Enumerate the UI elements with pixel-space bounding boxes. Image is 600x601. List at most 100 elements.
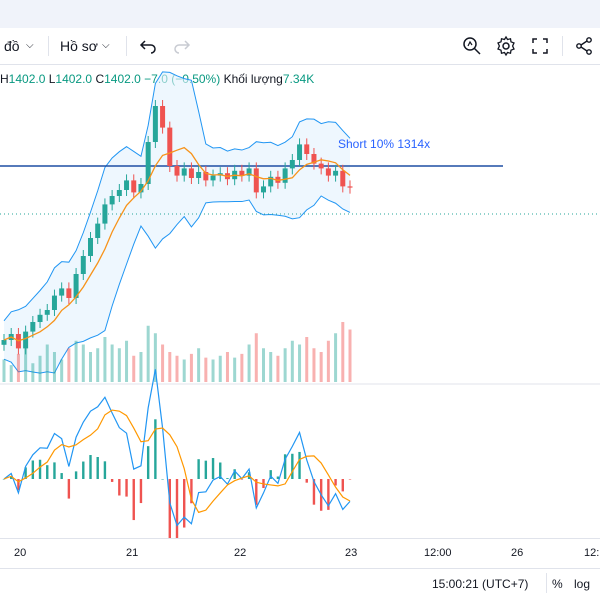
- volume-bar: [233, 357, 237, 382]
- candle-body: [73, 274, 79, 298]
- candle-body: [246, 168, 252, 176]
- candle-body: [102, 204, 108, 224]
- volume-bar: [290, 340, 294, 382]
- time-tick: 26: [511, 547, 524, 559]
- signal-line: [3, 409, 351, 514]
- undo-icon[interactable]: [136, 34, 160, 58]
- redo-icon[interactable]: [170, 34, 194, 58]
- macd-histogram-bar: [204, 460, 208, 479]
- macd-histogram-bar: [291, 453, 294, 479]
- macd-histogram-bar: [10, 476, 13, 479]
- clock-time[interactable]: 15:00:21 (UTC+7): [432, 577, 529, 591]
- bollinger-fill: [4, 71, 350, 374]
- volume-bar: [24, 348, 28, 382]
- percent-toggle[interactable]: %: [552, 577, 563, 591]
- macd-histogram-bar: [38, 459, 42, 479]
- horizontal-line-layer[interactable]: [0, 165, 600, 215]
- templates-menu-label[interactable]: Hồ sơ: [60, 38, 98, 54]
- log-toggle[interactable]: log: [574, 577, 591, 591]
- macd-histogram-bar: [139, 479, 143, 504]
- chevron-down-icon[interactable]: ⌵: [26, 40, 34, 51]
- short-annotation[interactable]: Short 10% 1314x: [338, 137, 430, 151]
- high-label: H: [0, 72, 9, 86]
- macd-histogram-bar: [132, 479, 135, 521]
- volume-bar: [60, 359, 64, 382]
- macd-histogram-bar: [96, 457, 99, 479]
- candle-body: [145, 142, 151, 184]
- volume-bar: [38, 355, 42, 382]
- volume-bar: [348, 329, 352, 382]
- volume-bar: [182, 359, 186, 382]
- bollinger-lower: [3, 195, 351, 374]
- bollinger-upper: [3, 71, 351, 322]
- volume-bar: [319, 352, 323, 382]
- volume-bar: [67, 348, 71, 382]
- macd-histogram-bar: [334, 479, 337, 486]
- macd-histogram-bar: [197, 459, 200, 479]
- chart-toolbar: đồ ⌵ Hồ sơ ⌵: [0, 28, 600, 65]
- macd-histogram-bar: [190, 479, 193, 504]
- macd-histogram-bar: [327, 479, 330, 510]
- candle-body: [23, 331, 29, 349]
- macd-histogram-bar: [146, 446, 150, 479]
- candle-body: [88, 238, 93, 256]
- candle-body: [152, 106, 158, 142]
- macd-histogram-bar: [175, 479, 179, 538]
- candle-body: [181, 168, 187, 176]
- time-tick: 12:: [584, 547, 600, 559]
- time-axis[interactable]: 20 21 22 23 12:00 26 12:: [0, 538, 600, 567]
- candle-body: [167, 127, 173, 166]
- macd-indicator: [2, 369, 352, 538]
- macd-line: [3, 369, 351, 527]
- macd-histogram-bar: [31, 460, 35, 479]
- browser-top-strip: [0, 0, 600, 29]
- candle-body: [311, 154, 317, 164]
- candle-body: [325, 168, 331, 176]
- candle-body: [66, 288, 72, 298]
- fullscreen-icon[interactable]: [528, 34, 552, 58]
- volume-bar: [16, 353, 20, 382]
- candle-body: [261, 186, 266, 193]
- price-chart[interactable]: Short 10% 1314x: [0, 64, 600, 538]
- volume-bar: [298, 344, 302, 382]
- candle-body: [289, 160, 295, 169]
- macd-histogram-bar: [74, 471, 78, 479]
- volume-bars: [2, 322, 352, 382]
- candle-body: [203, 172, 209, 181]
- macd-histogram-bar: [233, 469, 236, 479]
- macd-histogram-bar: [255, 479, 258, 505]
- gear-icon[interactable]: [494, 34, 518, 58]
- candle-body: [95, 223, 101, 238]
- macd-histogram-bar: [154, 419, 157, 479]
- candle-body: [239, 170, 245, 176]
- chart-type-menu-label[interactable]: đồ: [4, 38, 20, 54]
- macd-histogram-bar: [110, 479, 114, 482]
- volume-bar: [283, 348, 287, 382]
- candle-body: [44, 310, 50, 315]
- macd-histogram-bar: [46, 465, 49, 479]
- volume-bar: [276, 355, 280, 382]
- time-tick: 12:00: [424, 547, 452, 559]
- volume-bar: [89, 352, 92, 382]
- volume-bar: [334, 333, 338, 382]
- search-icon[interactable]: [460, 34, 484, 58]
- macd-histogram-bar: [118, 479, 121, 496]
- share-icon[interactable]: [572, 34, 596, 58]
- candle-body: [116, 190, 122, 196]
- volume-bar: [153, 333, 157, 382]
- volume-bar: [240, 353, 244, 382]
- low-value: 1402.0: [55, 72, 93, 86]
- macd-histogram-bar: [2, 479, 6, 480]
- moving-average: [3, 146, 351, 342]
- volume-bar: [247, 344, 251, 382]
- macd-histogram-bar: [226, 478, 229, 479]
- volume-bar: [96, 348, 100, 382]
- chevron-down-icon[interactable]: ⌵: [102, 40, 110, 51]
- candle-body: [268, 176, 274, 187]
- time-tick: 22: [234, 547, 247, 559]
- macd-histogram-bar: [24, 467, 27, 479]
- macd-histogram-bar: [103, 461, 107, 479]
- candle-body: [333, 170, 339, 176]
- candle-body: [253, 168, 259, 193]
- macd-histogram-bar: [298, 451, 301, 479]
